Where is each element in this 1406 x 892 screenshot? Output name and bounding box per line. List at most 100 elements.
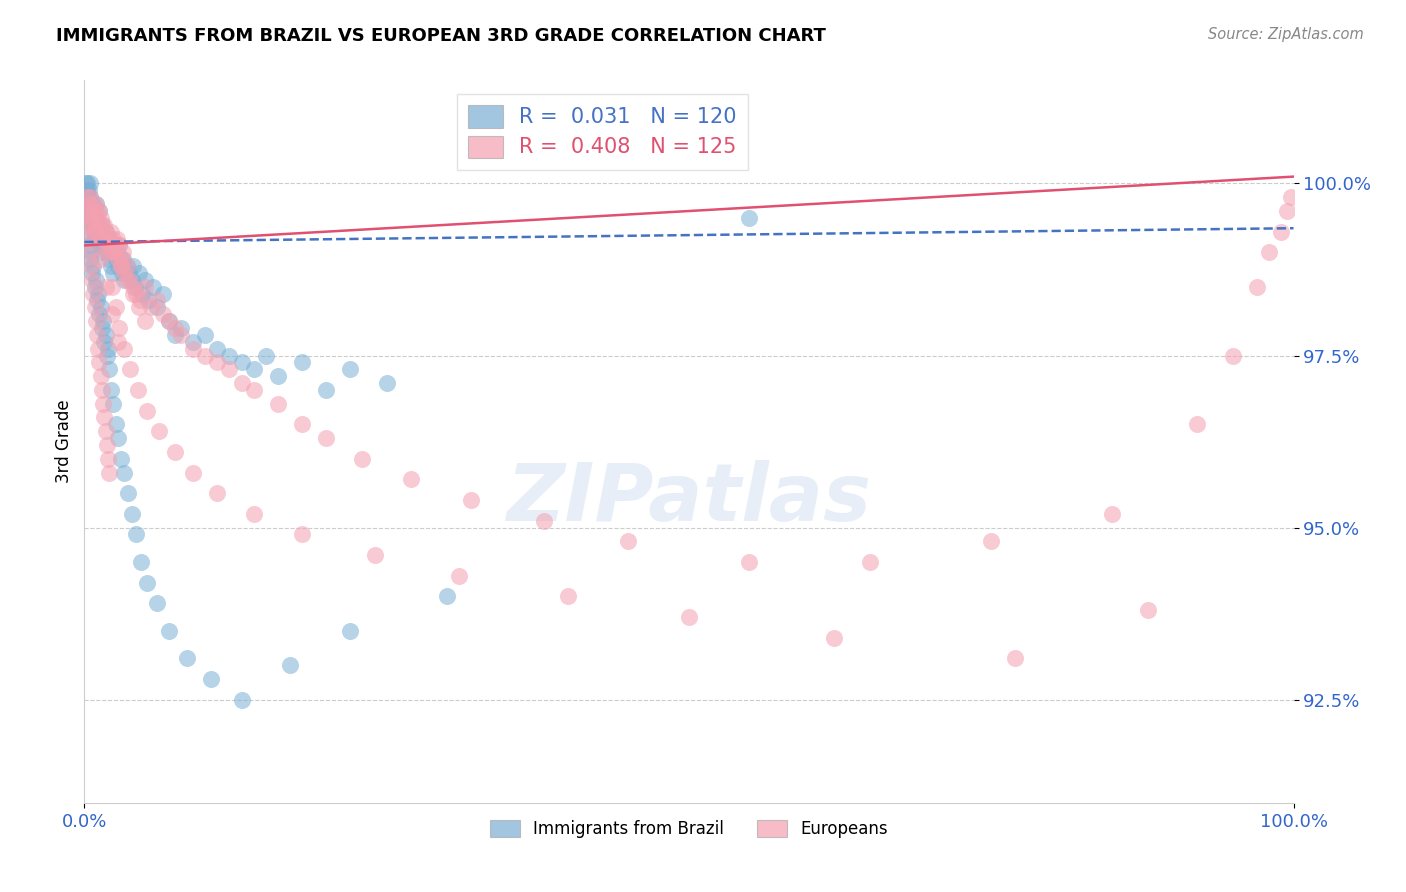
Point (115, 273, 138, 287)
Point (100, 383, 122, 397)
Point (79, 252, 101, 267)
Point (89, 252, 111, 267)
Point (142, 279, 165, 293)
Point (136, 575, 159, 590)
Point (129, 555, 152, 569)
Point (87, 342, 110, 356)
Point (200, 672, 222, 686)
Point (82, 211, 104, 225)
Point (291, 355, 314, 369)
Point (128, 301, 150, 315)
Point (101, 245, 124, 260)
Point (83, 301, 105, 315)
Point (98, 238, 121, 252)
Point (86, 197, 108, 211)
Point (146, 596, 169, 610)
Point (231, 355, 253, 369)
Point (86, 204, 108, 219)
Point (98, 466, 121, 480)
Point (86, 211, 108, 225)
Point (93, 218, 115, 232)
Point (80, 218, 103, 232)
Point (139, 301, 162, 315)
Point (449, 568, 471, 582)
Point (127, 383, 149, 397)
Point (980, 534, 1002, 549)
Point (194, 349, 217, 363)
Point (79, 197, 101, 211)
Point (125, 527, 148, 541)
Point (75, 190, 97, 204)
Point (104, 252, 127, 267)
Point (315, 431, 337, 445)
Point (86, 197, 108, 211)
Point (152, 307, 174, 321)
Point (107, 259, 129, 273)
Point (94, 225, 117, 239)
Point (157, 624, 180, 638)
Point (87, 204, 110, 219)
Point (96, 245, 118, 260)
Point (87, 218, 110, 232)
Point (83, 225, 105, 239)
Point (77, 204, 100, 219)
Point (170, 321, 193, 335)
Point (75, 183, 97, 197)
Point (101, 279, 124, 293)
Point (152, 286, 174, 301)
Point (96, 349, 118, 363)
Point (97, 252, 120, 267)
Point (118, 273, 141, 287)
Point (82, 259, 104, 273)
Point (104, 417, 127, 432)
Point (76, 177, 98, 191)
Point (79, 190, 101, 204)
Point (75, 177, 97, 191)
Point (77, 197, 100, 211)
Point (86, 225, 108, 239)
Point (77, 211, 100, 225)
Point (89, 307, 111, 321)
Point (75, 204, 97, 219)
Point (84, 314, 107, 328)
Point (165, 327, 187, 342)
Point (90, 321, 112, 335)
Point (1270, 225, 1292, 239)
Point (110, 259, 132, 273)
Point (194, 327, 217, 342)
Point (77, 238, 100, 252)
Point (738, 555, 761, 569)
Point (100, 259, 122, 273)
Point (108, 321, 131, 335)
Point (339, 362, 361, 376)
Point (278, 658, 301, 673)
Point (111, 266, 134, 280)
Point (352, 451, 374, 466)
Point (134, 279, 156, 293)
Point (97, 231, 120, 245)
Point (121, 259, 143, 273)
Point (112, 266, 135, 280)
Point (76, 225, 98, 239)
Point (110, 451, 132, 466)
Point (157, 314, 180, 328)
Point (91, 218, 114, 232)
Point (83, 204, 105, 219)
Point (90, 301, 112, 315)
Point (134, 314, 156, 328)
Point (89, 355, 111, 369)
Point (1222, 349, 1244, 363)
Point (112, 466, 135, 480)
Point (436, 590, 458, 604)
Point (91, 314, 114, 328)
Point (267, 369, 290, 384)
Text: IMMIGRANTS FROM BRAZIL VS EUROPEAN 3RD GRADE CORRELATION CHART: IMMIGRANTS FROM BRAZIL VS EUROPEAN 3RD G… (56, 27, 827, 45)
Point (76, 190, 98, 204)
Point (87, 204, 110, 219)
Point (97, 451, 120, 466)
Point (115, 259, 138, 273)
Point (93, 334, 115, 349)
Point (242, 383, 264, 397)
Point (90, 225, 112, 239)
Point (103, 231, 125, 245)
